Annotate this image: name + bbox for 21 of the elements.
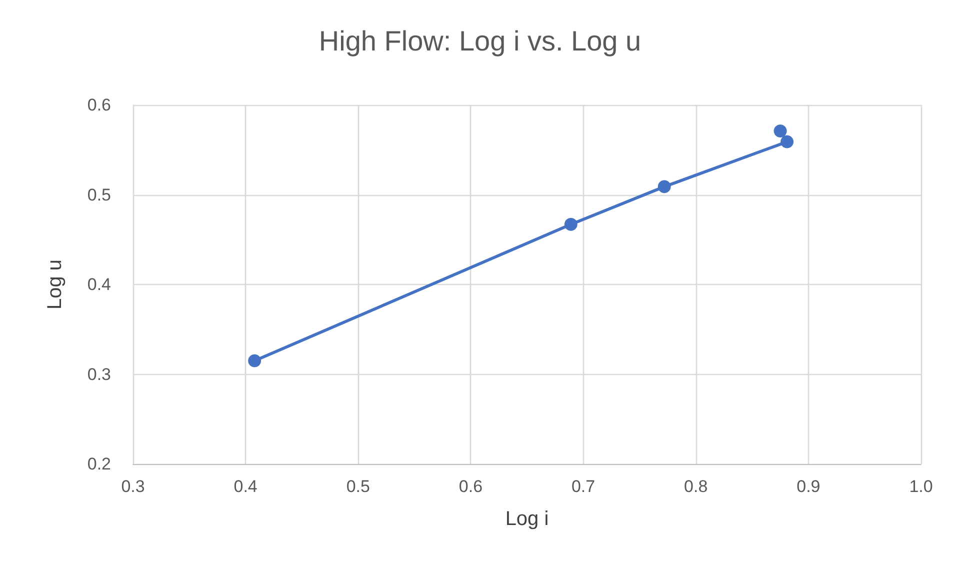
x-tick-label: 0.5 bbox=[346, 477, 370, 496]
x-tick-label: 1.0 bbox=[909, 477, 933, 496]
point bbox=[780, 135, 794, 148]
y-tick-label: 0.6 bbox=[87, 96, 111, 114]
point bbox=[658, 180, 671, 194]
y-tick-label: 0.4 bbox=[87, 275, 111, 294]
x-axis-title: Log i bbox=[505, 508, 549, 530]
point bbox=[774, 124, 787, 138]
chart-title: High Flow: Log i vs. Log u bbox=[318, 26, 642, 56]
y-axis-title: Log u bbox=[44, 259, 66, 310]
x-tick-label: 0.9 bbox=[796, 477, 820, 496]
x-tick-label: 0.6 bbox=[458, 477, 483, 496]
x-tick-label: 0.4 bbox=[234, 477, 258, 496]
y-tick-label: 0.3 bbox=[87, 364, 111, 384]
x-tick-label: 0.3 bbox=[121, 477, 145, 496]
x-tick-label: 0.8 bbox=[684, 477, 708, 496]
x-tick-label: 0.7 bbox=[571, 477, 596, 496]
y-tick-label: 0.2 bbox=[87, 454, 111, 474]
point bbox=[564, 218, 578, 231]
y-tick-label: 0.5 bbox=[87, 185, 111, 204]
point bbox=[248, 354, 262, 368]
